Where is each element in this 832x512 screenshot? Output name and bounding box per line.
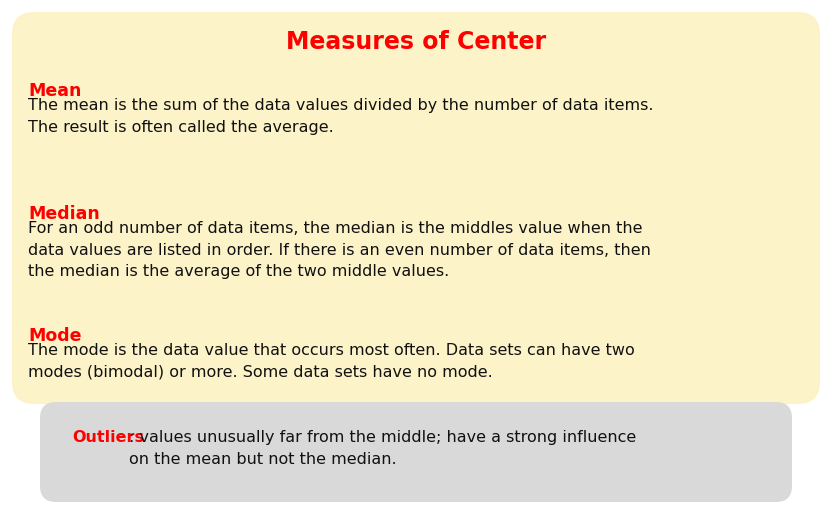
Text: Mean: Mean bbox=[28, 82, 82, 100]
Text: Measures of Center: Measures of Center bbox=[286, 30, 546, 54]
Text: : values unusually far from the middle; have a strong influence
on the mean but : : values unusually far from the middle; … bbox=[129, 430, 636, 466]
FancyBboxPatch shape bbox=[40, 402, 792, 502]
FancyBboxPatch shape bbox=[12, 12, 820, 404]
Text: Median: Median bbox=[28, 205, 100, 223]
Text: For an odd number of data items, the median is the middles value when the
data v: For an odd number of data items, the med… bbox=[28, 221, 651, 279]
Text: Outliers: Outliers bbox=[72, 430, 144, 445]
Text: The mode is the data value that occurs most often. Data sets can have two
modes : The mode is the data value that occurs m… bbox=[28, 343, 635, 379]
Text: Mode: Mode bbox=[28, 327, 82, 345]
Text: The mean is the sum of the data values divided by the number of data items.
The : The mean is the sum of the data values d… bbox=[28, 98, 653, 135]
